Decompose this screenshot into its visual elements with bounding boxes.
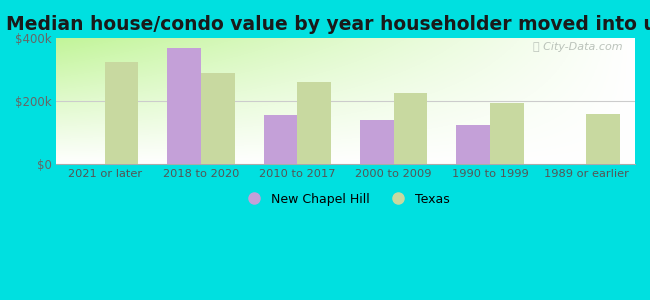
Bar [167,48,201,164]
Bar [297,82,331,164]
Bar [360,120,394,164]
Bar [490,103,524,164]
Bar [456,125,490,164]
Text: ⓘ City-Data.com: ⓘ City-Data.com [534,42,623,52]
Bar [201,73,235,164]
Bar [105,62,138,164]
Bar [394,93,428,164]
Bar [264,116,297,164]
Legend: New Chapel Hill, Texas: New Chapel Hill, Texas [236,188,455,211]
Bar [586,114,620,164]
Title: Median house/condo value by year householder moved into unit: Median house/condo value by year househo… [6,15,650,34]
